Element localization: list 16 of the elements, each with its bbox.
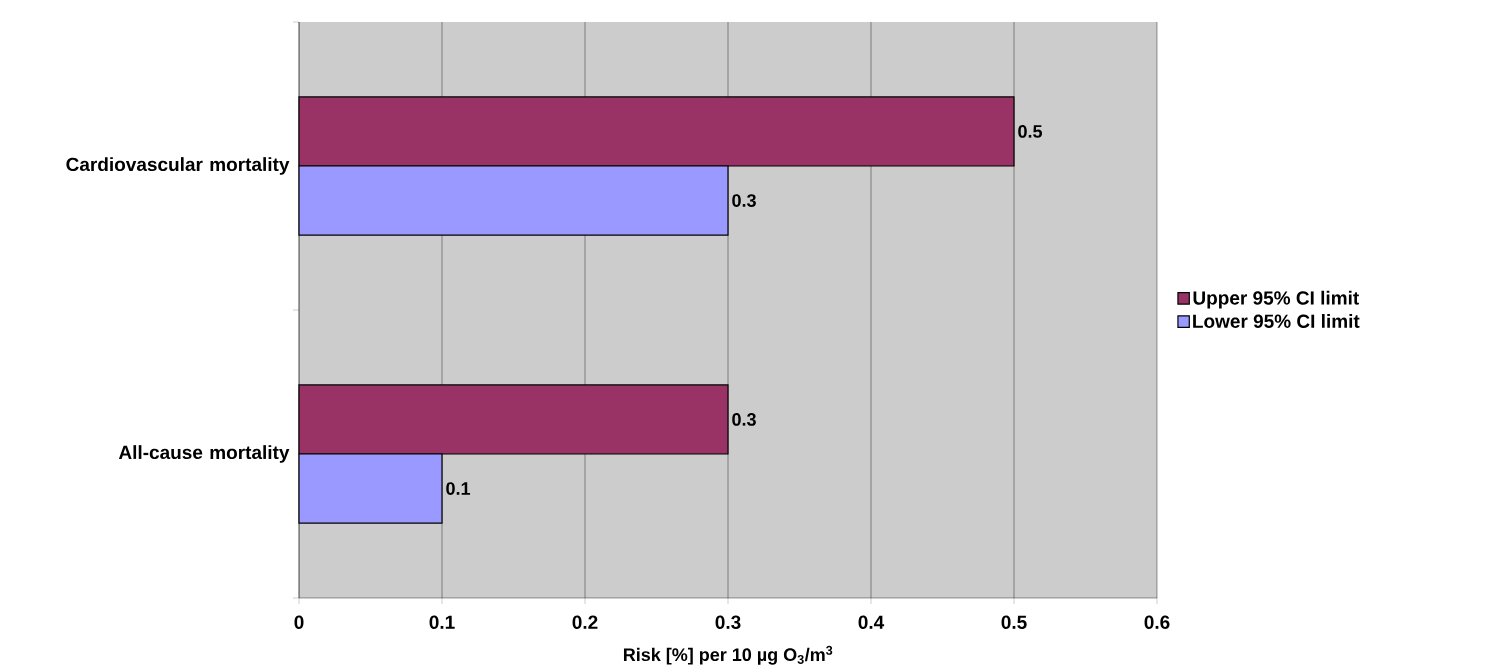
legend-label: Upper 95% CI limit (1193, 290, 1359, 309)
x-tick-label: 0.5 (1001, 615, 1027, 629)
x-tick-label: 0.2 (572, 615, 598, 629)
x-axis-title: Risk [%] per 10 µg O$_{3}$/m$^{3}$ (623, 645, 833, 665)
data-label: 0.5 (1018, 125, 1043, 138)
data-label: 0.1 (446, 482, 471, 495)
x-tick-label: 0 (294, 615, 304, 629)
x-tick-label: 0.1 (429, 615, 455, 629)
x-tick-label: 0.6 (1144, 615, 1170, 629)
data-label: 0.3 (732, 413, 756, 426)
x-tick-label: 0.3 (715, 615, 741, 630)
x-tick-label: 0.4 (858, 615, 885, 629)
y-tick-label: All-cause mortality (118, 445, 290, 463)
y-tick-label: Cardiovascular mortality (66, 157, 290, 175)
legend-label: Lower 95% CI limit (1193, 314, 1360, 328)
data-label: 0.3 (732, 194, 756, 207)
